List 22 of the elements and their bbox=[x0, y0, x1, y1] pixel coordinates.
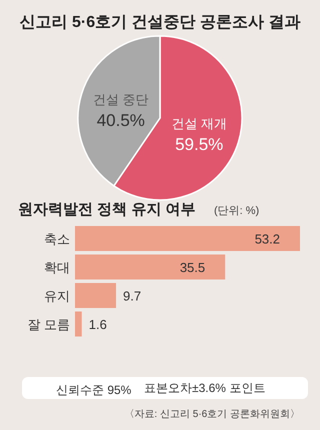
slice-label: 건설 중단 bbox=[93, 92, 149, 107]
bar bbox=[75, 226, 300, 251]
slice-label: 건설 재개 bbox=[171, 116, 227, 132]
y-tick-label: 유지 bbox=[44, 288, 70, 304]
data-label: 40.5% bbox=[96, 110, 145, 130]
data-label: 1.6 bbox=[88, 317, 107, 332]
text: 〈자료: 신고리 5·6호기 공론화위원회〉 bbox=[124, 409, 300, 420]
y-tick-label: 잘 모름 bbox=[27, 317, 70, 332]
bar bbox=[75, 312, 82, 336]
text: 표본오차±3.6% 포인트 bbox=[144, 381, 266, 395]
data-label: 53.2 bbox=[254, 232, 280, 246]
text: 신뢰수준 95% bbox=[56, 383, 132, 397]
chart-title: 신고리 5·6호기 건설중단 공론조사 결과 bbox=[20, 14, 300, 31]
y-tick-label: 축소 bbox=[44, 232, 70, 246]
data-label: 9.7 bbox=[123, 288, 142, 304]
bar bbox=[75, 283, 116, 308]
bar bbox=[75, 254, 226, 280]
y-tick-label: 확대 bbox=[44, 260, 70, 275]
data-label: 35.5 bbox=[180, 260, 206, 275]
data-label: 59.5% bbox=[175, 135, 224, 154]
chart-subtitle: (단위: %) bbox=[214, 205, 260, 217]
chart-title: 원자력발전 정책 유지 여부 bbox=[18, 201, 196, 218]
